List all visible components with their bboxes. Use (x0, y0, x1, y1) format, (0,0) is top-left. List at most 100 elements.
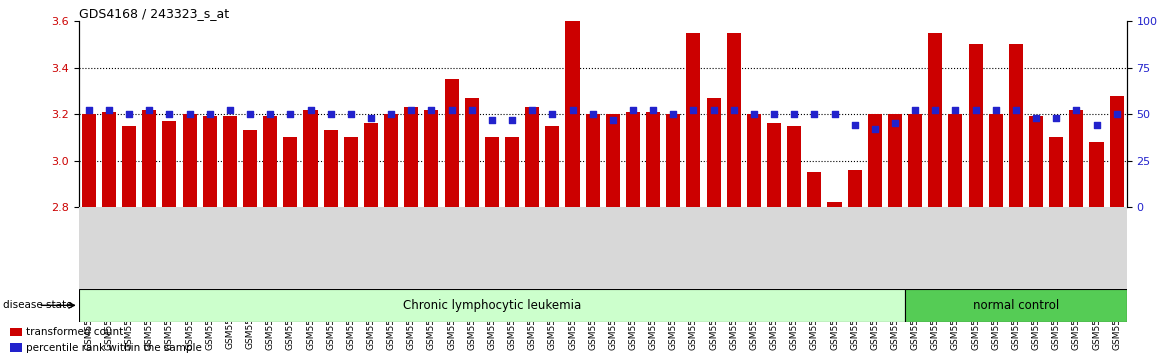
Bar (1049, 137, 1063, 207)
Bar (122, 126, 137, 207)
Point (342, 111, 360, 117)
Bar (404, 107, 418, 207)
Point (764, 111, 783, 117)
Bar (344, 137, 358, 207)
Point (987, 108, 1005, 113)
Bar (10, 343, 22, 352)
Point (281, 111, 300, 117)
Bar (505, 137, 519, 207)
Bar (203, 116, 217, 207)
Bar (1090, 142, 1104, 207)
Bar (807, 172, 821, 207)
Bar (364, 124, 378, 207)
Point (543, 111, 562, 117)
Point (603, 117, 622, 122)
Point (1107, 111, 1126, 117)
Bar (606, 114, 620, 207)
Point (1087, 122, 1106, 128)
Bar (525, 107, 540, 207)
Point (1067, 108, 1085, 113)
Point (1027, 115, 1046, 121)
Bar (243, 130, 257, 207)
Text: normal control: normal control (973, 299, 1060, 312)
Bar (787, 126, 801, 207)
Bar (666, 114, 681, 207)
Bar (586, 114, 600, 207)
Bar (989, 114, 1003, 207)
Point (906, 108, 924, 113)
Bar (284, 137, 298, 207)
Bar (445, 79, 459, 207)
Point (483, 117, 501, 122)
Text: transformed count: transformed count (27, 327, 123, 337)
Bar (867, 114, 882, 207)
Bar (464, 98, 478, 207)
Bar (747, 114, 761, 207)
Bar (687, 33, 701, 207)
Bar (565, 21, 579, 207)
Text: GDS4168 / 243323_s_at: GDS4168 / 243323_s_at (79, 7, 229, 20)
Point (120, 111, 139, 117)
Bar (303, 109, 317, 207)
Bar (646, 112, 660, 207)
Point (926, 108, 945, 113)
Bar (888, 114, 902, 207)
Bar (162, 121, 176, 207)
Bar (706, 98, 720, 207)
Point (704, 108, 723, 113)
Point (322, 111, 340, 117)
Bar (948, 114, 962, 207)
Point (361, 115, 380, 121)
Point (402, 108, 420, 113)
Point (845, 122, 864, 128)
Bar (828, 202, 842, 207)
Point (826, 111, 844, 117)
Bar (626, 112, 640, 207)
Point (1047, 115, 1065, 121)
Point (181, 111, 199, 117)
Bar (323, 130, 338, 207)
Bar (183, 114, 197, 207)
Point (644, 108, 662, 113)
Point (886, 121, 904, 126)
Bar (1029, 116, 1043, 207)
Point (261, 111, 279, 117)
Point (684, 108, 703, 113)
Point (442, 108, 461, 113)
Point (563, 108, 581, 113)
Bar (908, 114, 922, 207)
Point (382, 111, 401, 117)
Point (200, 111, 219, 117)
Point (423, 108, 441, 113)
Point (664, 111, 682, 117)
Bar (384, 114, 398, 207)
Bar (1069, 109, 1084, 207)
Bar (142, 109, 156, 207)
Point (160, 111, 178, 117)
Bar (424, 109, 439, 207)
Point (241, 111, 259, 117)
Point (624, 108, 643, 113)
Point (584, 111, 602, 117)
Bar (727, 33, 741, 207)
FancyBboxPatch shape (906, 289, 1127, 322)
Point (745, 111, 763, 117)
Point (140, 108, 159, 113)
Text: Chronic lymphocytic leukemia: Chronic lymphocytic leukemia (403, 299, 581, 312)
Point (805, 111, 823, 117)
Bar (1109, 96, 1123, 207)
Point (80, 108, 98, 113)
Point (301, 108, 320, 113)
Bar (1009, 45, 1023, 207)
Point (725, 108, 743, 113)
Bar (222, 116, 237, 207)
Bar (485, 137, 499, 207)
Point (865, 126, 884, 132)
Point (462, 108, 481, 113)
Point (1006, 108, 1025, 113)
Bar (82, 114, 96, 207)
Text: percentile rank within the sample: percentile rank within the sample (27, 343, 201, 353)
Bar (767, 124, 782, 207)
Point (785, 111, 804, 117)
Bar (10, 327, 22, 336)
